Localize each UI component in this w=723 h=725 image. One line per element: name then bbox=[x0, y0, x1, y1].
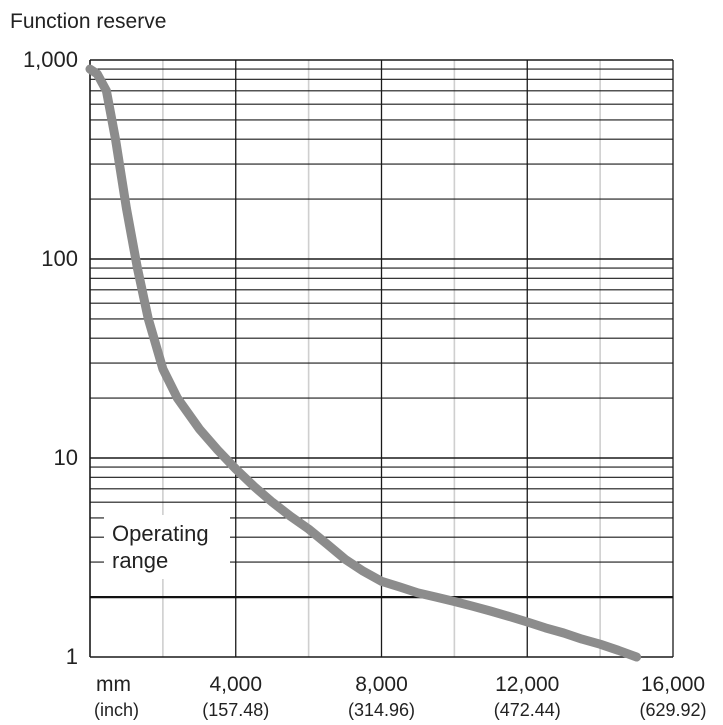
y-tick-label: 1 bbox=[66, 644, 78, 669]
x-tick-sublabel: (157.48) bbox=[202, 700, 269, 720]
series-line bbox=[85, 64, 642, 662]
axes bbox=[89, 60, 673, 658]
y-tick-label: 1,000 bbox=[23, 47, 78, 72]
y-tick-label: 10 bbox=[54, 445, 78, 470]
x-unit-label: mm bbox=[96, 673, 131, 696]
x-tick-label: 12,000 bbox=[495, 673, 559, 696]
x-tick-sublabel: (629.92) bbox=[639, 700, 706, 720]
x-tick-label: 4,000 bbox=[209, 673, 262, 696]
operating-range: Operating range bbox=[104, 515, 230, 579]
x-tick-sublabel: (314.96) bbox=[348, 700, 415, 720]
series-group bbox=[85, 64, 642, 662]
y-tick-labels: 1 10 100 1,000 bbox=[23, 47, 78, 669]
x-tick-sublabel: (472.44) bbox=[494, 700, 561, 720]
major-vertical-grid bbox=[235, 60, 674, 657]
x-tick-labels: 4,000 (157.48) 8,000 (314.96) 12,000 (472.44)… bbox=[202, 673, 706, 720]
x-tick-label: 16,000 bbox=[641, 673, 705, 696]
x-tick-label: 8,000 bbox=[355, 673, 408, 696]
x-unit-label-secondary: (inch) bbox=[94, 700, 139, 720]
operating-range-label-line-2: range bbox=[112, 548, 168, 573]
operating-range-label-background bbox=[104, 515, 230, 579]
y-tick-label: 100 bbox=[41, 246, 78, 271]
operating-range-label-line-1: Operating bbox=[112, 521, 209, 546]
y-axis-label: Function reserve bbox=[10, 10, 166, 33]
